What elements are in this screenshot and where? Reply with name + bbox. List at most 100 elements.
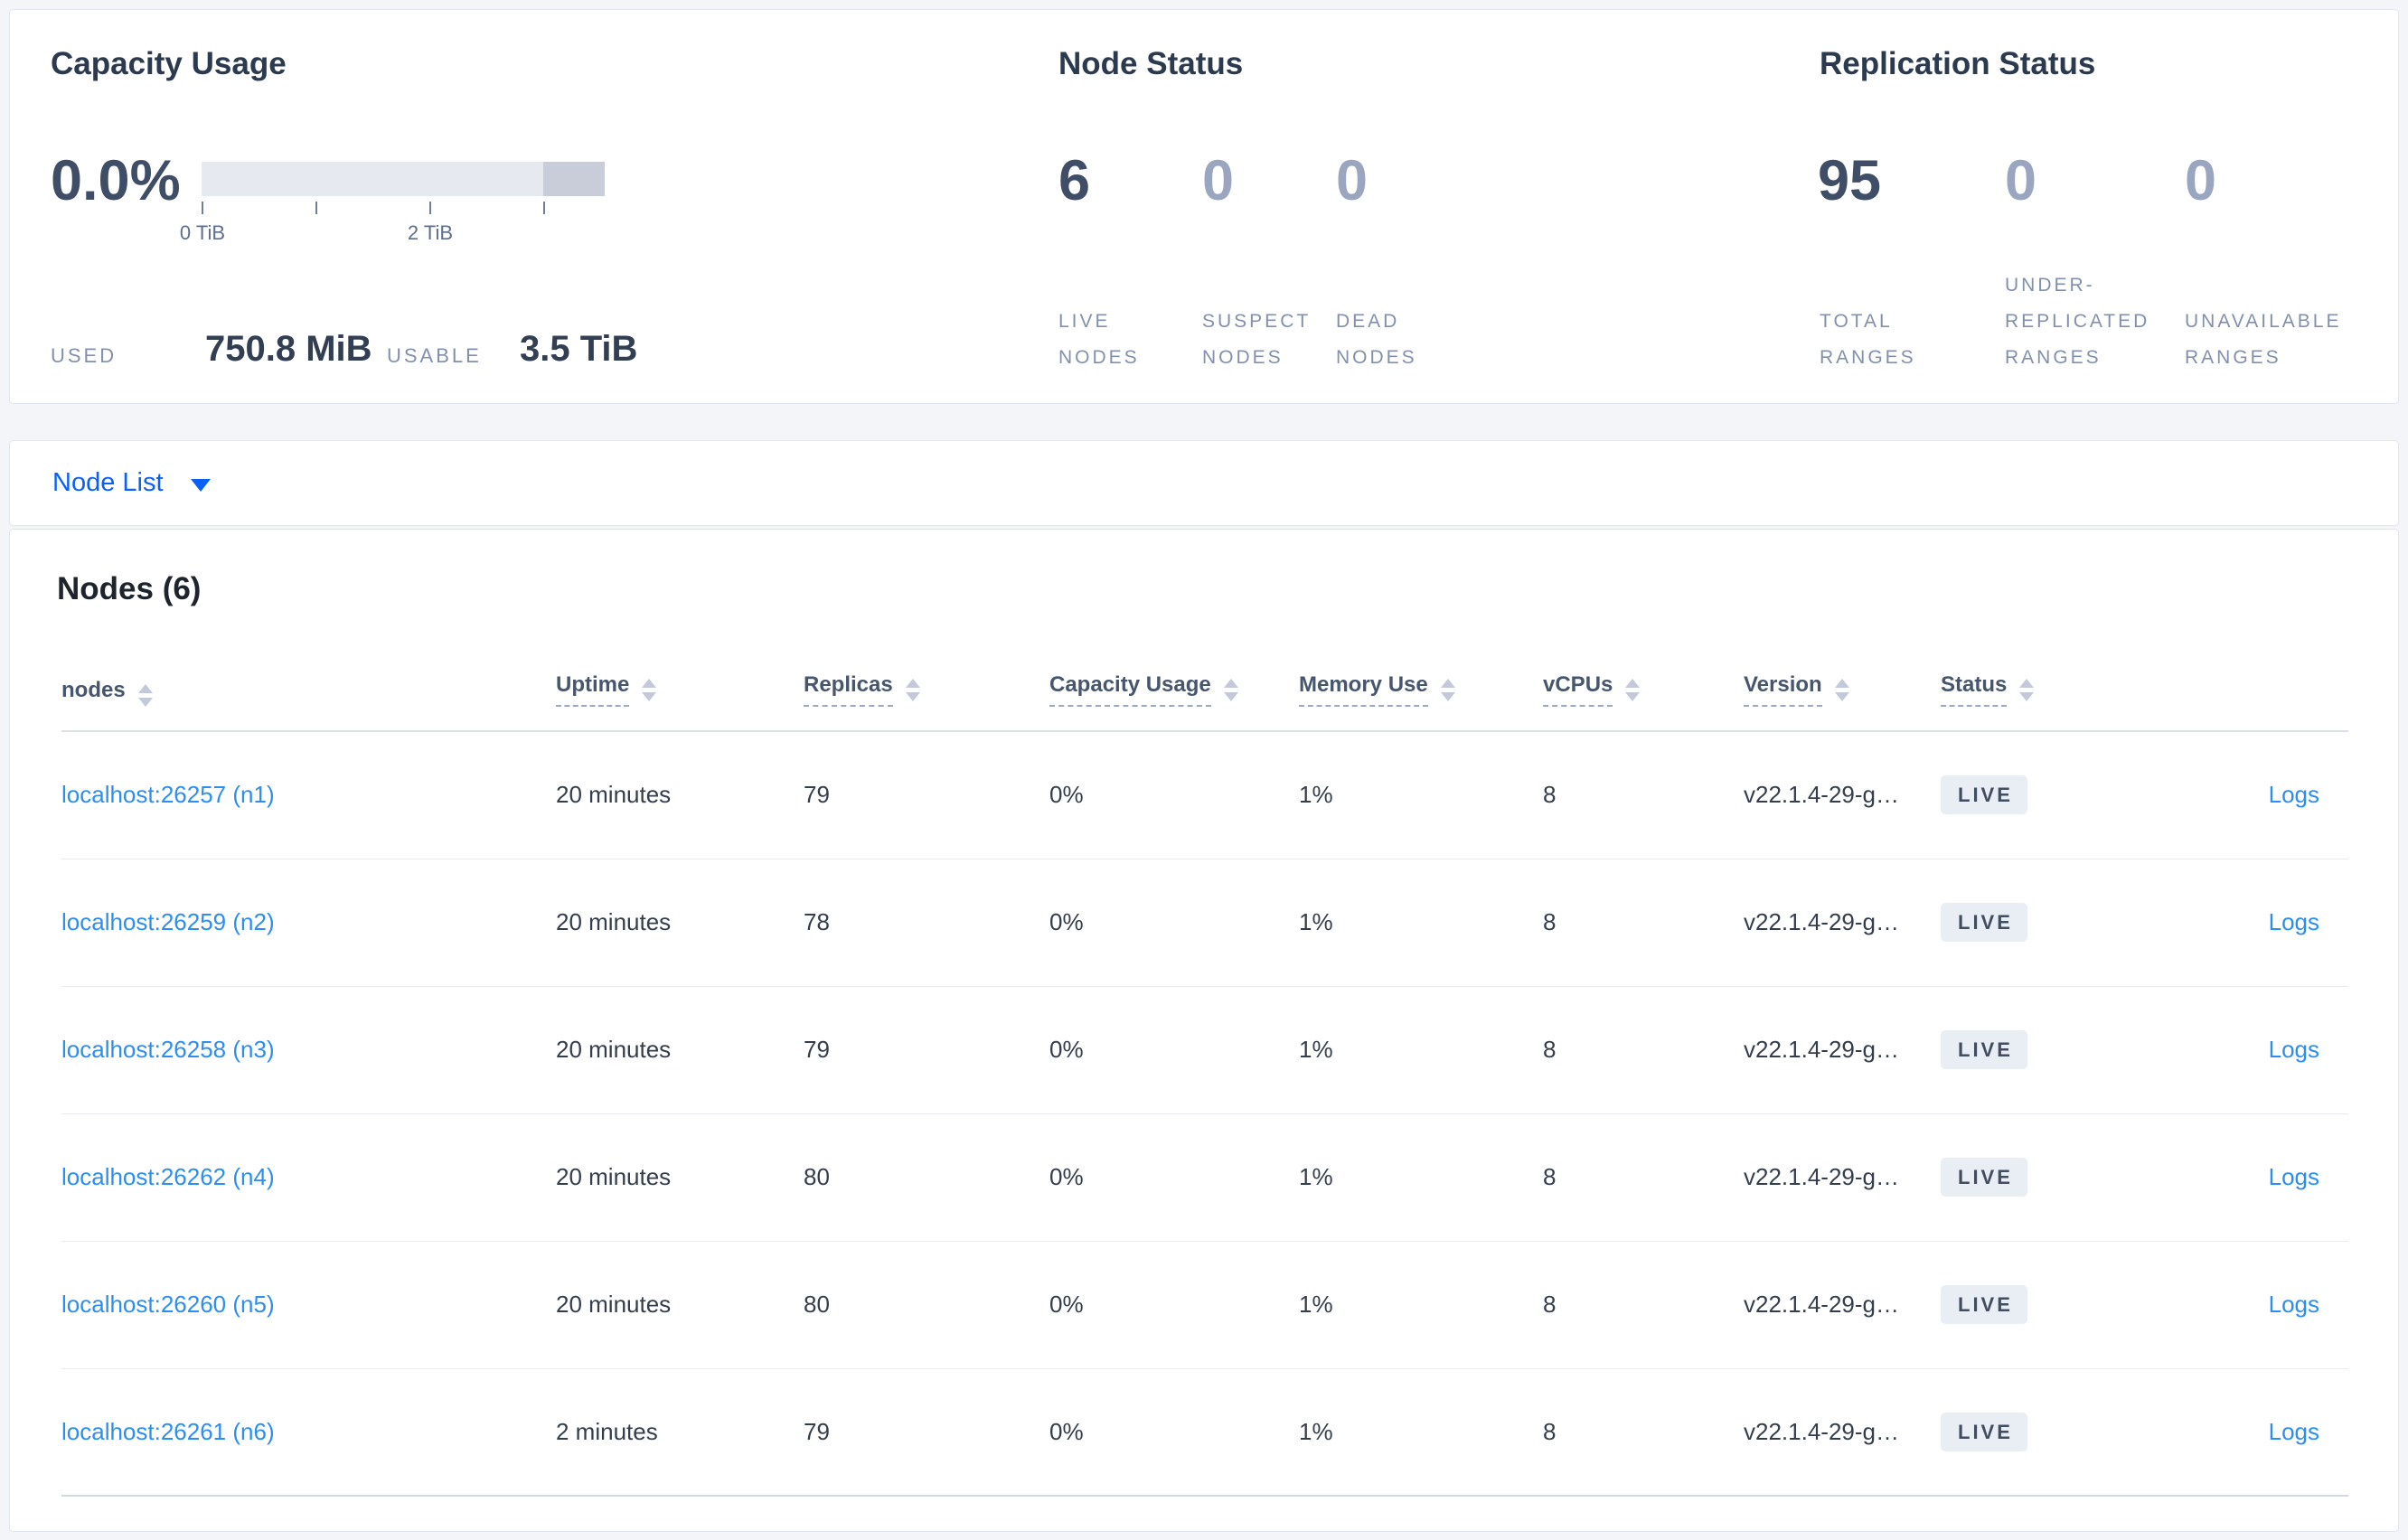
column-header-uptime[interactable]: Uptime [556,643,804,732]
vcpus-cell: 8 [1543,985,1744,1113]
capacity-usage-bar [202,162,605,196]
table-row: localhost:26261 (n6) 2 minutes 79 0% 1% … [61,1367,2348,1497]
vcpus-cell: 8 [1543,781,1557,809]
memory-use-cell: 1% [1299,985,1543,1113]
replicas-cell: 78 [804,858,1049,986]
capacity-usage-cell: 0% [1049,1113,1299,1241]
memory-use-cell: 1% [1299,1367,1543,1497]
total-ranges-count: 95 [1818,149,1882,212]
replicas-cell: 80 [804,1113,1049,1241]
column-header-status[interactable]: Status [1941,643,2149,732]
node-link[interactable]: localhost:26259 (n2) [61,908,275,935]
version-cell: v22.1.4-29-g… [1744,985,1941,1113]
capacity-usage-cell: 0% [1049,781,1084,809]
usable-label: USABLE [387,344,482,367]
logs-link[interactable]: Logs [2268,1417,2319,1445]
sort-icon [1223,679,1238,701]
version-cell: v22.1.4-29-g… [1744,1113,1941,1241]
capacity-axis-label-0: 0 TiB [179,221,226,244]
logs-link[interactable]: Logs [2268,1036,2319,1063]
live-nodes-label: LIVE NODES [1058,311,1140,368]
table-row: localhost:26258 (n3) 20 minutes 79 0% 1%… [61,985,2348,1113]
column-header-memory-use[interactable]: Memory Use [1299,643,1543,732]
sort-icon [137,684,153,707]
capacity-axis-label-2: 2 TiB [407,221,454,244]
capacity-axis-tick [315,202,317,214]
sort-icon [642,679,657,701]
table-row: localhost:26259 (n2) 20 minutes 78 0% 1%… [61,858,2348,986]
table-header-row: nodes Uptime Replicas Capacity Usage Mem… [61,643,2348,732]
capacity-usage-cell: 0% [1049,1367,1299,1497]
capacity-bar-usable-segment [202,162,543,196]
node-list-dropdown[interactable]: Node List [52,441,211,525]
capacity-usage-cell: 0% [1049,1240,1299,1368]
under-replicated-ranges-label: UNDER-REPLICATED RANGES [2005,275,2150,368]
status-badge: LIVE [1941,775,2027,815]
node-link[interactable]: localhost:26258 (n3) [61,1036,275,1063]
sort-icon [2019,679,2035,701]
capacity-usage-percent: 0.0% [51,149,181,212]
total-ranges-label: TOTAL RANGES [1820,311,1916,368]
logs-link[interactable]: Logs [2268,908,2319,935]
status-badge: LIVE [1941,902,2027,943]
node-list-dropdown-label: Node List [52,468,164,497]
version-cell: v22.1.4-29-g… [1744,1367,1941,1497]
column-header-version[interactable]: Version [1744,643,1941,732]
replicas-cell: 80 [804,1240,1049,1368]
usable-value: 3.5 TiB [520,329,638,369]
node-link[interactable]: localhost:26260 (n5) [61,1291,275,1318]
column-header-replicas[interactable]: Replicas [804,643,1049,732]
capacity-usage-cell: 0% [1049,858,1299,986]
replication-status-title: Replication Status [1820,46,2096,81]
memory-use-cell: 1% [1299,1240,1543,1368]
column-header-capacity-usage[interactable]: Capacity Usage [1049,643,1299,732]
table-row: localhost:26257 (n1) 20 minutes 79 0% 1%… [61,731,2348,859]
vcpus-cell: 8 [1543,1113,1744,1241]
nodes-table-card: Nodes (6) nodes Uptime Replicas Capacity… [9,529,2399,1532]
logs-link[interactable]: Logs [2268,1291,2319,1318]
under-replicated-ranges-count: 0 [2005,149,2037,212]
chevron-down-icon [190,478,211,492]
vcpus-cell: 8 [1543,1367,1744,1497]
capacity-used-usable-row: USED 750.8 MiB USABLE 3.5 TiB [10,328,697,373]
memory-use-cell: 1% [1299,781,1333,809]
uptime-cell: 20 minutes [556,1240,804,1368]
dead-nodes-label: DEAD NODES [1336,311,1417,368]
live-nodes-count: 6 [1058,149,1091,212]
node-link[interactable]: localhost:26262 (n4) [61,1163,275,1190]
column-header-vcpus[interactable]: vCPUs [1543,643,1744,732]
capacity-bar-reserved-segment [542,162,605,196]
status-badge: LIVE [1941,1284,2027,1325]
suspect-nodes-label: SUSPECT NODES [1202,311,1311,368]
unavailable-ranges-count: 0 [2185,149,2217,212]
sort-icon [1834,679,1849,701]
status-badge: LIVE [1941,1029,2027,1070]
suspect-nodes-count: 0 [1202,149,1235,212]
view-selector-bar: Node List [9,440,2399,526]
replicas-cell: 79 [804,781,830,809]
capacity-axis-tick [202,202,203,214]
table-row: localhost:26260 (n5) 20 minutes 80 0% 1%… [61,1240,2348,1368]
uptime-cell: 2 minutes [556,1367,804,1497]
dead-nodes-count: 0 [1336,149,1369,212]
capacity-usage-cell: 0% [1049,985,1299,1113]
version-cell: v22.1.4-29-g… [1744,1240,1941,1368]
memory-use-cell: 1% [1299,1113,1543,1241]
status-badge: LIVE [1941,1157,2027,1197]
column-header-nodes[interactable]: nodes [61,643,556,732]
table-row: localhost:26262 (n4) 20 minutes 80 0% 1%… [61,1113,2348,1241]
cluster-summary-card: Capacity Usage 0.0% 0 TiB 2 TiB USED 750… [9,9,2399,404]
node-status-title: Node Status [1058,46,1244,81]
unavailable-ranges-label: UNAVAILABLE RANGES [2185,311,2342,368]
capacity-usage-title: Capacity Usage [51,46,287,81]
replicas-cell: 79 [804,985,1049,1113]
nodes-table: nodes Uptime Replicas Capacity Usage Mem… [61,643,2348,1497]
node-link[interactable]: localhost:26261 (n6) [61,1417,275,1445]
used-label: USED [51,344,118,367]
node-link[interactable]: localhost:26257 (n1) [61,781,275,809]
logs-link[interactable]: Logs [2268,1163,2319,1190]
version-cell: v22.1.4-29-g… [1744,781,1899,809]
replicas-cell: 79 [804,1367,1049,1497]
memory-use-cell: 1% [1299,858,1543,986]
logs-link[interactable]: Logs [2268,781,2319,809]
